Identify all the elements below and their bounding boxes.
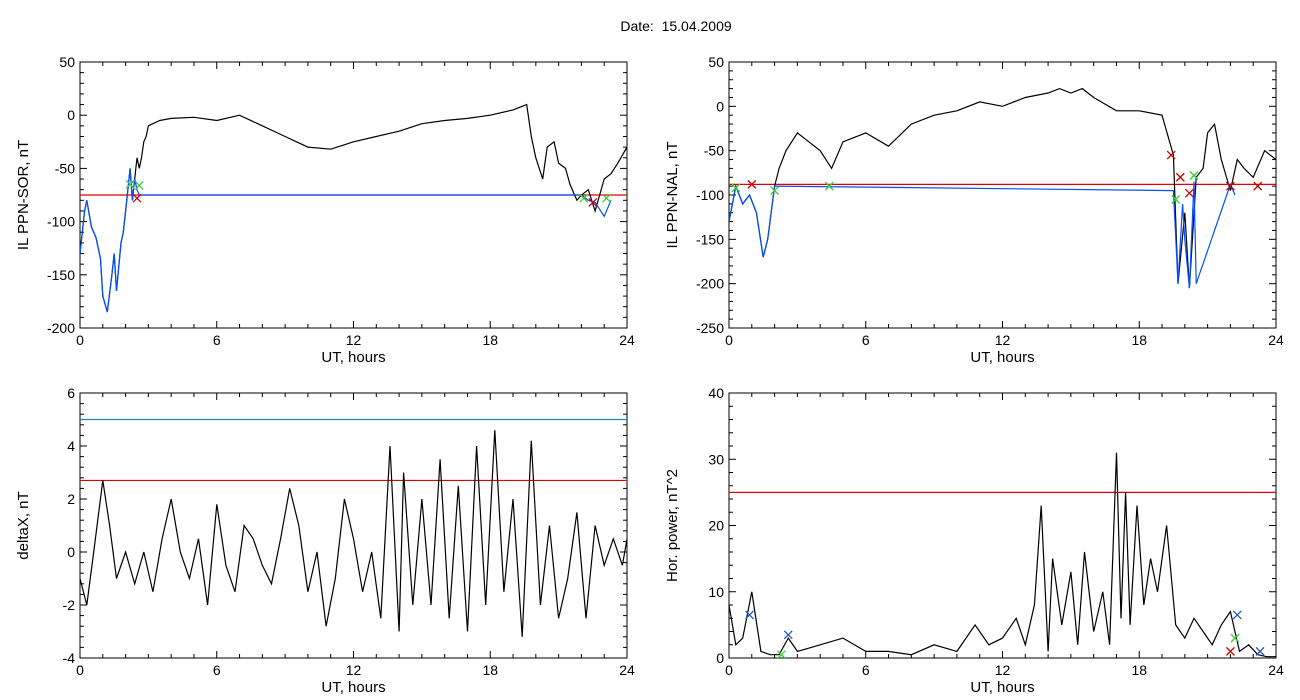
x-tick-label: 24 [1268,662,1284,678]
series-line-0 [80,430,627,637]
series-line-0 [80,103,627,313]
series-line-1 [80,168,612,313]
x-tick-label: 12 [346,332,362,348]
x-tick-label: 6 [862,662,870,678]
x-tick-label: 18 [1131,662,1147,678]
y-tick-label: -150 [47,267,75,283]
y-tick-label: 2 [67,491,75,507]
x-tick-label: 12 [346,662,362,678]
y-tick-label: -150 [696,231,724,247]
y-tick-label: -200 [47,320,75,336]
y-tick-label: -50 [55,160,75,176]
x-tick-label: 0 [725,662,733,678]
cross-marker [770,186,780,196]
cross-marker [132,193,142,203]
y-axis-label: Hor. power, nT^2 [664,469,681,582]
x-tick-label: 18 [482,332,498,348]
x-tick-label: 24 [619,662,635,678]
cross-marker [125,179,135,189]
x-tick-label: 24 [619,332,635,348]
x-tick-label: 0 [76,332,84,348]
y-axis-label: IL PPN-SOR, nT [15,140,32,250]
y-tick-label: 0 [67,544,75,560]
y-tick-label: -200 [696,276,724,292]
x-tick-label: 18 [1131,332,1147,348]
figure-title: Date: 15.04.2009 [620,18,732,34]
cross-marker [602,193,611,203]
y-tick-label: -100 [47,214,75,230]
y-tick-label: 50 [59,54,75,70]
cross-marker [1225,646,1235,656]
x-axis-label: UT, hours [321,349,385,366]
cross-marker [745,610,754,620]
x-tick-label: 0 [725,332,733,348]
x-tick-label: 6 [862,332,870,348]
series-line-1 [729,181,1236,289]
cross-marker [1171,194,1181,204]
y-tick-label: 0 [716,650,724,666]
y-tick-label: 20 [708,518,724,534]
cross-marker [747,179,757,189]
y-tick-label: -250 [696,320,724,336]
y-tick-label: 0 [67,107,75,123]
cross-marker [1166,150,1176,160]
x-tick-label: 24 [1268,332,1284,348]
y-tick-label: -100 [696,187,724,203]
series-line-0 [729,452,1276,658]
cross-marker [1189,171,1199,180]
y-tick-label: 30 [708,451,724,467]
y-tick-label: -4 [63,650,76,666]
x-axis-label: UT, hours [970,679,1034,696]
y-tick-label: 0 [716,98,724,114]
cross-marker [1175,172,1185,182]
x-tick-label: 12 [995,662,1011,678]
x-tick-label: 6 [213,662,221,678]
y-axis-label: IL PPN-NAL, nT [664,142,681,249]
series-line-0 [729,87,1276,289]
plot-frame [79,392,628,659]
panel-il-ppn-sor: 0 6 12 18 24 -200 -150 -100 -50 0 50 UT, hours IL PP… [15,54,635,366]
cross-marker [1253,181,1263,191]
cross-marker [579,193,589,203]
cross-marker [1225,181,1235,191]
cross-marker [783,630,793,640]
y-tick-label: -2 [63,597,76,613]
x-axis-label: UT, hours [321,679,385,696]
cross-marker [1255,646,1265,656]
y-tick-label: 4 [67,438,75,454]
y-tick-label: 10 [708,584,724,600]
x-tick-label: 12 [995,332,1011,348]
x-tick-label: 6 [213,332,221,348]
cross-marker [1232,610,1242,620]
x-tick-label: 0 [76,662,84,678]
cross-marker [1230,633,1240,643]
cross-marker [134,180,144,190]
cross-marker [776,650,786,658]
cross-marker [1184,188,1194,198]
x-tick-label: 18 [482,662,498,678]
y-tick-label: 6 [67,385,75,401]
cross-marker [731,183,741,193]
y-tick-label: 50 [708,54,724,70]
x-axis-label: UT, hours [970,349,1034,366]
y-axis-label: deltaX, nT [15,491,32,559]
y-tick-label: -50 [704,143,724,159]
cross-marker [824,181,834,191]
panel-il-ppn-nal: 0 6 12 18 24 -250 -200 -150 -100 -50 0 50 UT, hours I… [664,54,1284,366]
cross-marker [588,197,598,207]
panel-hor-power: 0 6 12 18 24 0 10 20 30 40 UT, hours Hor. power, nT… [664,385,1284,696]
y-tick-label: 40 [708,385,724,401]
